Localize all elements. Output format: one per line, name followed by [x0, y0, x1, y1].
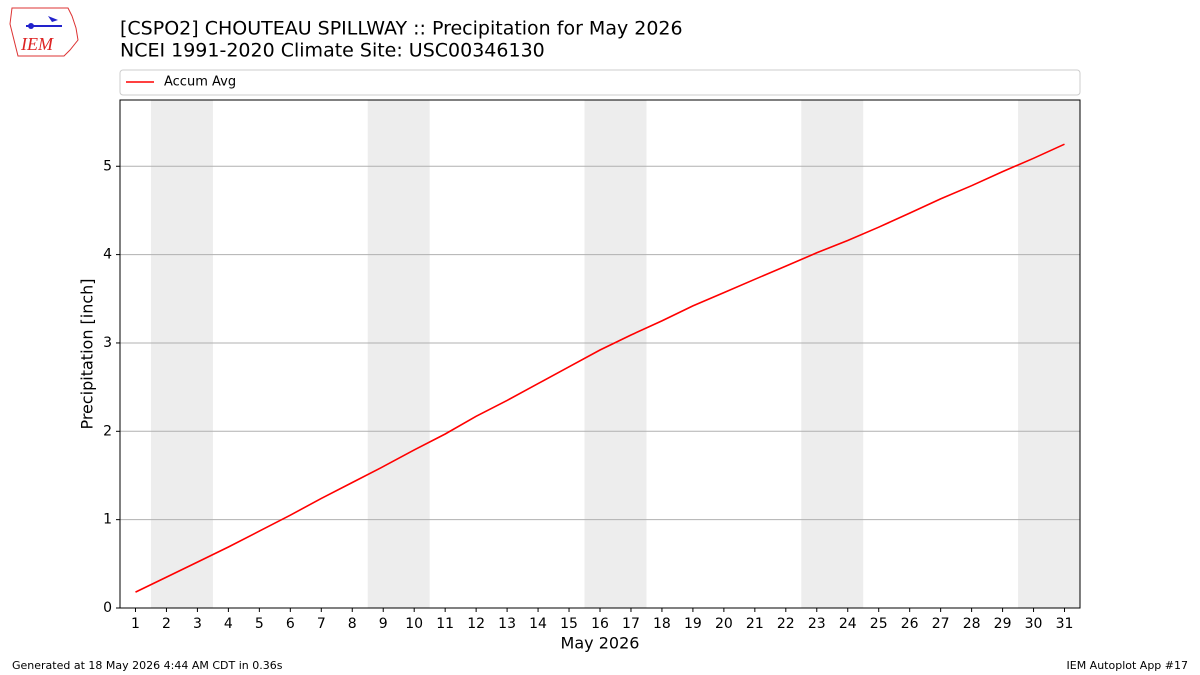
x-tick-label: 8 [348, 616, 357, 632]
weekend-shade [1018, 100, 1080, 608]
logo-text: IEM [20, 34, 54, 54]
x-tick-label: 3 [193, 616, 202, 632]
plot-frame [119, 99, 1081, 609]
y-tick-label: 0 [103, 600, 112, 616]
logo-flag [48, 16, 58, 22]
y-tick-label: 5 [103, 158, 112, 174]
y-tick-label: 2 [103, 423, 112, 439]
x-tick-label: 1 [131, 616, 140, 632]
y-axis-label: Precipitation [inch] [78, 278, 97, 429]
x-tick-label: 18 [653, 616, 671, 632]
x-tick-label: 11 [436, 616, 454, 632]
weekend-shade [367, 100, 430, 608]
logo-outline [9, 7, 79, 57]
x-tick-label: 16 [591, 616, 609, 632]
x-tick-label: 20 [715, 616, 733, 632]
weekend-shade [584, 100, 647, 608]
weekend-shade [801, 100, 864, 608]
x-tick-label: 7 [317, 616, 326, 632]
x-tick-label: 23 [808, 616, 826, 632]
x-tick-label: 10 [405, 616, 423, 632]
x-tick-label: 5 [255, 616, 264, 632]
x-tick-label: 28 [963, 616, 981, 632]
x-tick-label: 17 [622, 616, 640, 632]
x-tick-label: 29 [994, 616, 1012, 632]
x-tick-label: 30 [1025, 616, 1043, 632]
x-tick-label: 26 [901, 616, 919, 632]
x-tick-label: 21 [746, 616, 764, 632]
logo: IEM [9, 7, 79, 57]
x-tick-label: 19 [684, 616, 702, 632]
x-tick-label: 13 [498, 616, 516, 632]
x-tick-label: 14 [529, 616, 547, 632]
y-tick-label: 4 [103, 247, 112, 263]
logo-dot [28, 23, 34, 29]
x-tick-label: 25 [870, 616, 888, 632]
y-tick-label: 3 [103, 335, 112, 351]
legend-box [119, 69, 1081, 96]
footer-left: Generated at 18 May 2026 4:44 AM CDT in … [12, 659, 283, 672]
x-tick-label: 22 [777, 616, 795, 632]
x-axis-label: May 2026 [561, 634, 640, 653]
footer-right: IEM Autoplot App #17 [1067, 659, 1189, 672]
x-tick-label: 31 [1056, 616, 1074, 632]
y-tick-label: 1 [103, 512, 112, 528]
x-tick-label: 27 [932, 616, 950, 632]
x-tick-label: 9 [379, 616, 388, 632]
x-tick-label: 15 [560, 616, 578, 632]
x-tick-label: 4 [224, 616, 233, 632]
chart-subtitle: NCEI 1991-2020 Climate Site: USC00346130 [120, 40, 545, 62]
x-tick-label: 6 [286, 616, 295, 632]
data-line [135, 143, 1065, 593]
weekend-shade [150, 100, 213, 608]
x-tick-label: 24 [839, 616, 857, 632]
legend-label: Accum Avg [164, 75, 236, 90]
chart-title: [CSPO2] CHOUTEAU SPILLWAY :: Precipitati… [120, 18, 683, 40]
x-tick-label: 12 [467, 616, 485, 632]
x-tick-label: 2 [162, 616, 171, 632]
